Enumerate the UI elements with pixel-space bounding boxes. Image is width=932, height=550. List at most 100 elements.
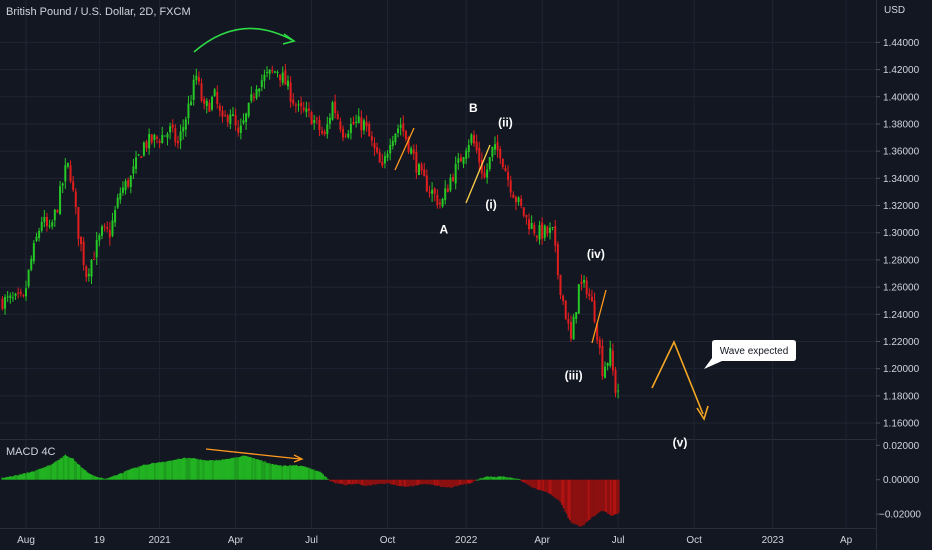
- candle-body: [470, 134, 473, 144]
- candle-body: [184, 119, 187, 130]
- macd-bar: [479, 478, 482, 480]
- candle-body: [273, 71, 276, 73]
- candle-body: [297, 104, 300, 106]
- macd-bar: [183, 457, 186, 480]
- macd-bar: [506, 477, 508, 480]
- candle-body: [480, 160, 483, 174]
- macd-bar: [216, 460, 219, 480]
- macd-bar: [130, 468, 133, 480]
- candle-body: [549, 227, 551, 233]
- macd-bar: [372, 479, 375, 485]
- candle-body: [543, 225, 546, 238]
- macd-bar: [87, 473, 90, 480]
- candle-body: [370, 136, 373, 141]
- time-tick-label: Oct: [380, 535, 396, 546]
- candle-body: [287, 80, 289, 87]
- macd-bar: [295, 464, 298, 480]
- orange-trend-line-1: [394, 127, 415, 171]
- macd-bar: [81, 468, 84, 480]
- candle-body: [606, 363, 609, 366]
- candle-body: [418, 164, 420, 175]
- macd-bar: [353, 479, 356, 485]
- macd-bar: [94, 476, 97, 480]
- candle-body: [98, 235, 101, 241]
- macd-divergence-line: [205, 448, 301, 460]
- candle-body: [161, 134, 164, 144]
- candle-body: [488, 157, 491, 169]
- macd-bar: [243, 455, 246, 480]
- candle-body: [365, 122, 368, 127]
- green-curve-arrow: [193, 27, 293, 53]
- macd-bar: [97, 477, 100, 480]
- macd-bar: [120, 473, 123, 480]
- candle-body: [22, 294, 25, 296]
- macd-bar: [424, 479, 427, 484]
- currency-label: USD: [884, 5, 905, 16]
- candle-body: [192, 79, 195, 100]
- macd-bar: [31, 471, 34, 480]
- candle-body: [226, 115, 229, 123]
- macd-bar: [194, 458, 197, 480]
- candle-body: [604, 366, 607, 378]
- candle-body: [116, 197, 119, 208]
- candle-body: [559, 274, 562, 296]
- macd-bar: [315, 470, 318, 480]
- macd-bar: [468, 479, 471, 484]
- candle-body: [119, 192, 122, 200]
- candle-body: [114, 209, 117, 223]
- price-tick-label: 1.16000: [883, 419, 920, 430]
- macd-bar: [416, 479, 419, 486]
- macd-bar: [154, 463, 156, 480]
- macd-bar: [235, 457, 238, 480]
- macd-bar: [67, 456, 70, 480]
- candle-body: [255, 89, 258, 99]
- macd-bar: [147, 464, 150, 480]
- macd-bar: [583, 479, 585, 526]
- macd-bar: [591, 479, 593, 518]
- macd-bar: [284, 465, 287, 480]
- candle-body: [391, 140, 394, 146]
- candle-body: [407, 137, 410, 153]
- candle-body: [132, 166, 135, 174]
- callout-text: Wave expected: [720, 346, 789, 357]
- candle-body: [231, 114, 234, 116]
- macd-bar: [64, 454, 67, 480]
- wave-label: (iii): [565, 369, 583, 383]
- macd-bar: [169, 460, 172, 480]
- macd-bar: [124, 471, 126, 480]
- macd-bar: [507, 477, 510, 480]
- macd-bar: [141, 465, 144, 480]
- macd-bar: [223, 459, 225, 480]
- macd-bar: [301, 466, 304, 480]
- macd-bar: [589, 479, 592, 520]
- macd-bar: [166, 461, 169, 480]
- macd-bar: [515, 478, 518, 480]
- candle-body: [284, 70, 287, 85]
- macd-bar: [342, 479, 345, 485]
- candle-body: [583, 279, 586, 283]
- candle-body: [124, 181, 127, 191]
- macd-bar: [226, 458, 229, 480]
- macd-bar: [100, 477, 103, 480]
- macd-bar: [336, 479, 339, 484]
- macd-bar: [414, 479, 417, 485]
- candle-body: [87, 274, 90, 276]
- candle-body: [321, 130, 324, 134]
- candle-body: [501, 158, 504, 167]
- macd-bar: [43, 467, 46, 480]
- macd-bar: [180, 458, 183, 480]
- macd-bar: [616, 479, 618, 515]
- candle-body: [271, 70, 274, 72]
- macd-bar: [572, 479, 574, 524]
- macd-bar: [209, 460, 211, 480]
- macd-bar: [143, 464, 145, 480]
- candle-body: [187, 103, 190, 119]
- macd-bar: [256, 459, 258, 480]
- macd-bar: [347, 479, 350, 485]
- macd-bar: [344, 479, 347, 486]
- macd-bar: [446, 479, 449, 488]
- candle-body: [428, 191, 431, 193]
- macd-bar: [524, 479, 527, 484]
